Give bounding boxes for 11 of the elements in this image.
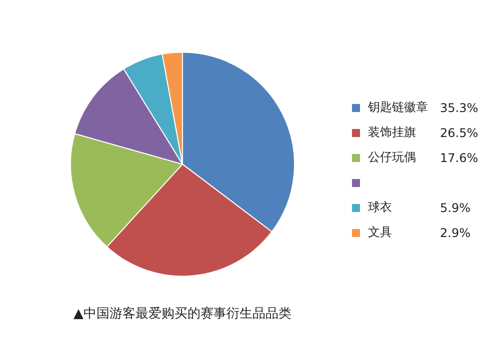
legend-label: 公仔玩偶	[368, 149, 417, 166]
data-label: 2.9%	[440, 226, 470, 240]
text: ▲中国游客最爱购买的赛事衍生品品类	[74, 306, 292, 322]
data-label: 35.3%	[440, 100, 478, 114]
legend-label: 装饰挂旗	[368, 124, 417, 141]
legend-label: 球衣	[368, 199, 393, 216]
legend-label: 文具	[368, 224, 393, 241]
data-label: 17.6%	[440, 150, 478, 164]
legend-label: 钥匙链徽章	[368, 99, 429, 116]
data-label: 5.9%	[440, 200, 470, 214]
data-label: 26.5%	[440, 126, 478, 140]
